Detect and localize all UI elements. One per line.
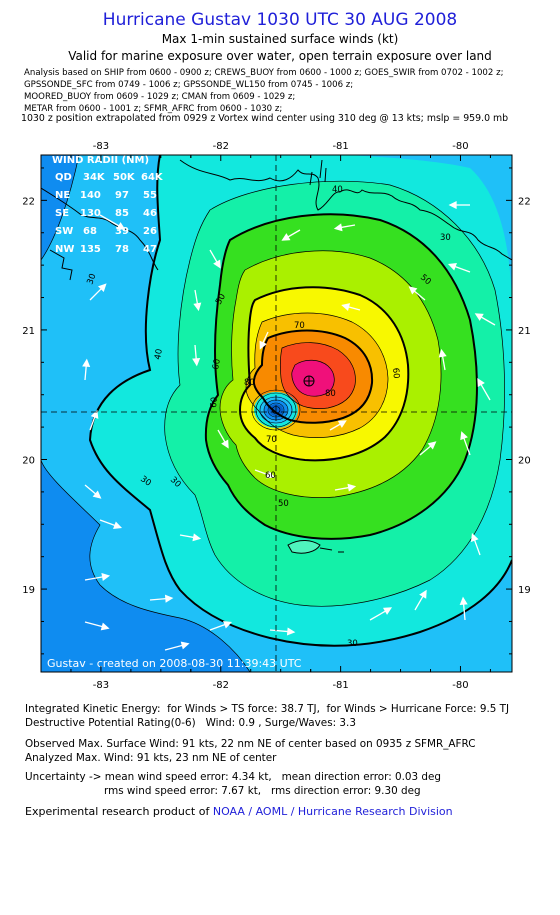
wind-vectors: [82, 200, 496, 651]
uncertainty-line: Uncertainty -> mean wind speed error: 4.…: [25, 771, 442, 783]
contour-label: 70: [266, 435, 277, 445]
wind-radii-cell: 47: [143, 244, 157, 255]
valid-line: Valid for marine exposure over water, op…: [68, 49, 492, 63]
center-crosshair: [41, 155, 512, 672]
product-credit: Experimental research product of NOAA / …: [25, 805, 453, 818]
source-line: GPSSONDE_SFC from 0749 - 1006 z; GPSSOND…: [24, 80, 354, 90]
contour-label: 40: [153, 348, 165, 360]
wind-radii-cell: SE: [55, 208, 69, 219]
contour-label: 80: [325, 389, 336, 399]
wind-radii-header: 50K: [113, 172, 136, 183]
axis-tick-label: -80: [452, 141, 468, 152]
axis-tick-label: 20: [22, 455, 35, 466]
contour-label: 60: [390, 367, 401, 379]
wind-radii-header: QD: [55, 172, 72, 183]
contour-label: 60: [209, 397, 220, 409]
map-subtitle: Max 1-min sustained surface winds (kt): [161, 32, 399, 46]
wind-radii-cell: 78: [115, 244, 129, 255]
page-title: Hurricane Gustav 1030 UTC 30 AUG 2008: [102, 10, 458, 30]
contour-label: 70: [294, 321, 305, 331]
axis-ticks: [41, 155, 512, 672]
contour-label: 60: [211, 358, 223, 370]
contour-label: 30: [347, 639, 358, 649]
wind-radii-cell: 46: [143, 208, 157, 219]
contour-label: 60: [265, 471, 276, 481]
axis-tick-label: 20: [518, 455, 531, 466]
dpr-line: Destructive Potential Rating(0-6) Wind: …: [25, 717, 356, 729]
max-wind-marker: [303, 375, 315, 387]
axis-tick-label: -82: [213, 141, 229, 152]
wind-radii-cell: 26: [143, 226, 157, 237]
ike-line: Integrated Kinetic Energy: for Winds > T…: [25, 703, 510, 715]
source-line: MOORED_BUOY from 0609 - 1029 z; CMAN fro…: [24, 92, 296, 102]
axis-tick-label: 22: [518, 196, 531, 207]
analyzed-max-line: Analyzed Max. Wind: 91 kts, 23 nm NE of …: [25, 752, 277, 764]
contour-label: 50: [214, 292, 228, 306]
wind-radii-header: 64K: [141, 172, 164, 183]
created-timestamp: Gustav - created on 2008-08-30 11:39:43 …: [47, 657, 302, 670]
wind-radii-cell: 68: [83, 226, 97, 237]
axis-tick-label: 21: [22, 326, 35, 337]
axis-tick-label: 19: [518, 585, 531, 596]
contour-label: 50: [278, 499, 289, 509]
product-org-link[interactable]: NOAA / AOML / Hurricane Research Divisio…: [212, 805, 453, 818]
wind-radii-cell: 130: [80, 208, 101, 219]
hurricane-force-contours: [88, 155, 512, 647]
wind-radii-cell: 55: [143, 190, 157, 201]
coastlines: [41, 159, 512, 554]
wind-radii-cell: 39: [115, 226, 129, 237]
axis-tick-label: -82: [213, 680, 229, 691]
contour-label: 30: [440, 233, 451, 243]
axis-tick-label: -83: [93, 680, 109, 691]
wind-radii-cell: NW: [55, 244, 74, 255]
wind-contours: 30 30 30 30 40 40 50 50 50 60 60 60 60 7…: [41, 155, 512, 672]
axis-tick-label: -80: [452, 680, 468, 691]
wind-field-map: 30 30 30 30 40 40 50 50 50 60 60 60 60 7…: [22, 141, 530, 691]
contour-label: 40: [332, 185, 343, 195]
axis-tick-label: 22: [22, 196, 35, 207]
wind-radii-cell: SW: [55, 226, 73, 237]
source-line: Analysis based on SHIP from 0600 - 0900 …: [24, 68, 504, 78]
axis-tick-label: 19: [22, 585, 35, 596]
rms-error-line: rms wind speed error: 7.67 kt, rms direc…: [104, 785, 421, 797]
axis-tick-label: -81: [332, 141, 348, 152]
wind-radii-header: 34K: [83, 172, 106, 183]
plot-frame: [40, 154, 513, 673]
contour-label: 30: [85, 272, 98, 286]
axis-tick-labels: -83 -83 -82 -82 -81 -81 -80 -80 19 19 20 20 21 21 22 22: [22, 141, 530, 691]
wind-radii-cell: 140: [80, 190, 101, 201]
product-prefix: Experimental research product of: [25, 805, 213, 818]
wind-radii-cell: 85: [115, 208, 129, 219]
source-line: METAR from 0600 - 1001 z; SFMR_AFRC from…: [24, 104, 283, 114]
wind-radii-cell: NE: [55, 190, 70, 201]
axis-tick-label: 21: [518, 326, 531, 337]
contour-label: 80: [244, 378, 255, 388]
axis-tick-label: -81: [332, 680, 348, 691]
wind-radii-cell: 135: [80, 244, 101, 255]
axis-tick-label: -83: [93, 141, 109, 152]
wind-radii-cell: 97: [115, 190, 129, 201]
vortex-position-line: 1030 z position extrapolated from 0929 z…: [21, 113, 509, 124]
observed-max-line: Observed Max. Surface Wind: 91 kts, 22 n…: [25, 738, 476, 750]
